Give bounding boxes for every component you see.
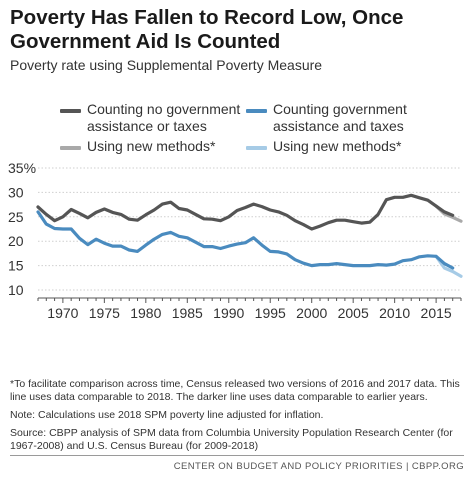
x-tick-label: 2010	[379, 305, 410, 321]
chart-subtitle: Poverty rate using Supplemental Poverty …	[10, 57, 323, 73]
series-line-no-assistance	[36, 193, 455, 231]
footnote: *To facilitate comparison across time, C…	[10, 378, 460, 403]
y-axis-ticks: 10 15 20 25 30 35%	[8, 160, 36, 298]
legend-label-with-assistance: Counting government assistance and taxes	[273, 101, 407, 135]
y-tick-label: 25	[8, 209, 24, 225]
footer-credit: CENTER ON BUDGET AND POLICY PRIORITIES |…	[173, 461, 464, 472]
x-tick-label: 1995	[255, 305, 286, 321]
legend-swatch-no-assistance	[60, 109, 81, 113]
source-note: Source: CBPP analysis of SPM data from C…	[10, 427, 453, 452]
x-tick-label: 1985	[172, 305, 203, 321]
legend-label-new-methods-blue: Using new methods*	[273, 138, 402, 154]
legend-label-line2: assistance and taxes	[273, 118, 404, 134]
x-tick-label: 2000	[296, 305, 327, 321]
chart-series	[36, 193, 463, 278]
legend-label-new-methods-gray: Using new methods*	[87, 138, 216, 154]
legend-swatch-new-methods-gray	[60, 146, 81, 150]
y-tick-label: 10	[8, 282, 24, 298]
calculation-note: Note: Calculations use 2018 SPM poverty …	[10, 409, 324, 421]
chart-notes: *To facilitate comparison across time, C…	[10, 378, 470, 458]
chart-title: Poverty Has Fallen to Record Low, Once G…	[10, 6, 404, 53]
legend-label-line1: Counting government	[273, 101, 407, 117]
series-line-with-assistance	[36, 210, 455, 270]
legend-swatch-with-assistance	[246, 109, 267, 113]
x-tick-label: 1990	[213, 305, 244, 321]
legend-label-line2: assistance or taxes	[87, 118, 207, 134]
x-tick-label: 1970	[47, 305, 78, 321]
chart-grid	[38, 167, 461, 291]
legend-label-no-assistance: Counting no government assistance or tax…	[87, 101, 240, 135]
y-tick-label: 30	[8, 184, 24, 200]
x-tick-label: 1980	[130, 305, 161, 321]
y-tick-label: 15	[8, 258, 24, 274]
footer-divider	[10, 455, 464, 456]
legend-label-line1: Counting no government	[87, 101, 241, 117]
x-tick-label: 2005	[338, 305, 369, 321]
y-tick-label: 20	[8, 233, 24, 249]
series-line-new-methods-blue	[434, 254, 463, 278]
x-tick-label: 2015	[421, 305, 452, 321]
y-tick-label: 35%	[8, 160, 36, 176]
x-tick-label: 1975	[89, 305, 120, 321]
x-axis-ticks: 1970 1975 1980 1985 1990 1995 2000 2005 2010 2015	[37, 297, 462, 321]
legend-swatch-new-methods-blue	[246, 146, 267, 150]
line-chart: 10 15 20 25 30 35% 1970 1975 1980 1985 1990 1995 20…	[8, 160, 463, 321]
